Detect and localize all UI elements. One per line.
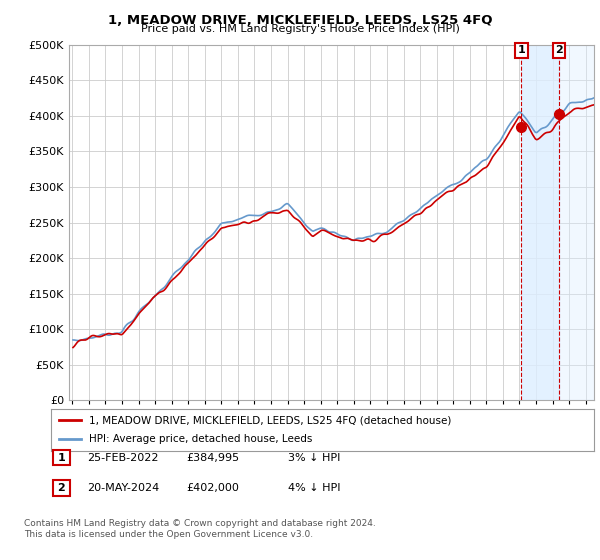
Text: 1, MEADOW DRIVE, MICKLEFIELD, LEEDS, LS25 4FQ: 1, MEADOW DRIVE, MICKLEFIELD, LEEDS, LS2… xyxy=(108,14,492,27)
Text: HPI: Average price, detached house, Leeds: HPI: Average price, detached house, Leed… xyxy=(89,435,313,445)
Text: 2: 2 xyxy=(58,483,65,493)
Bar xyxy=(559,45,600,400)
Text: 4% ↓ HPI: 4% ↓ HPI xyxy=(288,483,341,493)
Text: 2: 2 xyxy=(555,45,563,55)
Text: This data is licensed under the Open Government Licence v3.0.: This data is licensed under the Open Gov… xyxy=(24,530,313,539)
Text: 1: 1 xyxy=(518,45,526,55)
Text: £402,000: £402,000 xyxy=(186,483,239,493)
Text: £384,995: £384,995 xyxy=(186,452,239,463)
Text: 20-MAY-2024: 20-MAY-2024 xyxy=(87,483,159,493)
Text: 1: 1 xyxy=(58,452,65,463)
Text: Price paid vs. HM Land Registry's House Price Index (HPI): Price paid vs. HM Land Registry's House … xyxy=(140,24,460,34)
Text: 3% ↓ HPI: 3% ↓ HPI xyxy=(288,452,340,463)
Bar xyxy=(521,45,559,400)
Text: Contains HM Land Registry data © Crown copyright and database right 2024.: Contains HM Land Registry data © Crown c… xyxy=(24,519,376,528)
Text: 1, MEADOW DRIVE, MICKLEFIELD, LEEDS, LS25 4FQ (detached house): 1, MEADOW DRIVE, MICKLEFIELD, LEEDS, LS2… xyxy=(89,415,451,425)
Text: 25-FEB-2022: 25-FEB-2022 xyxy=(87,452,158,463)
